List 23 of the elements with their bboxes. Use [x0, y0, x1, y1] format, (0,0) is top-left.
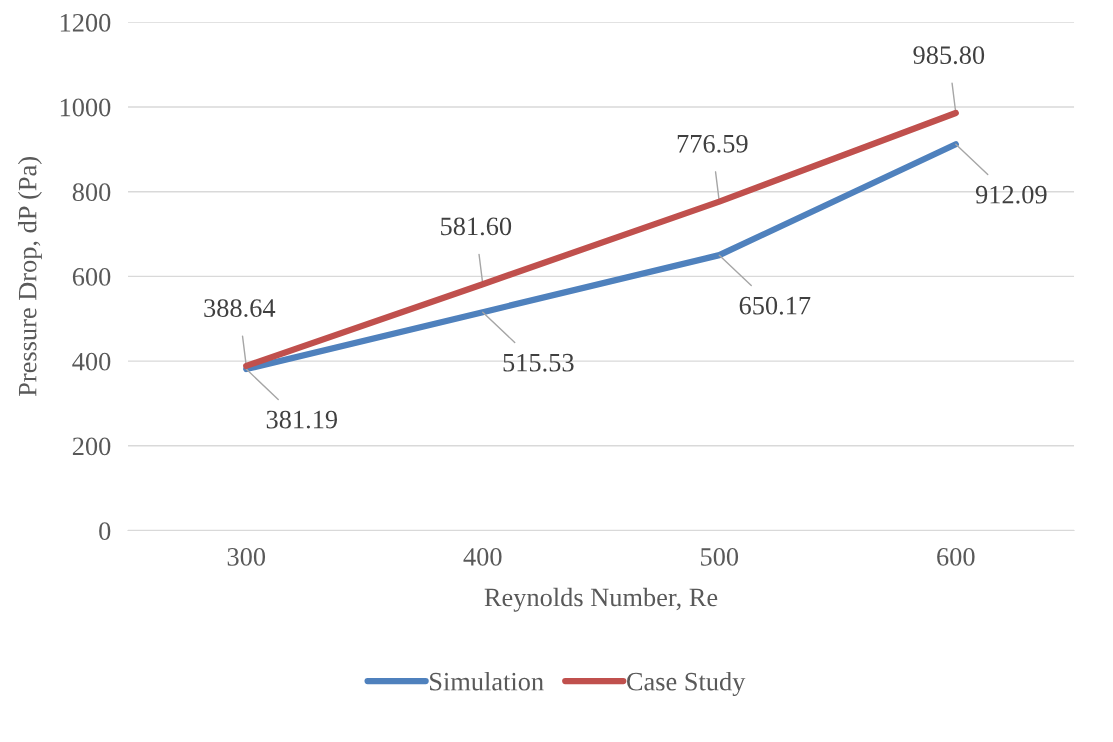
data-label: 381.19	[266, 410, 338, 429]
data-label: 776.59	[677, 134, 748, 153]
y-tick-label: 400	[72, 352, 111, 371]
data-label: 985.80	[913, 46, 985, 65]
y-tick-label: 200	[72, 437, 111, 456]
legend-label: Simulation	[430, 671, 544, 691]
data-label: 581.60	[441, 217, 512, 236]
y-axis-title: Pressure Drop, dP (Pa)	[17, 157, 42, 397]
y-tick-label: 1000	[60, 98, 111, 117]
data-label: 912.09	[975, 185, 1047, 204]
x-tick-label: 300	[227, 547, 266, 566]
y-tick-label: 0	[99, 522, 111, 540]
y-tick-label: 600	[72, 268, 111, 286]
x-tick-label: 500	[701, 547, 739, 566]
data-label: 388.64	[204, 299, 276, 318]
legend-label: Case Study	[627, 671, 746, 696]
y-tick-label: 1200	[60, 13, 111, 32]
data-label: 515.53	[503, 353, 574, 372]
x-axis-title: Reynolds Number, Re	[484, 587, 718, 612]
y-tick-label: 800	[72, 183, 111, 202]
data-label: 650.17	[739, 296, 811, 315]
x-tick-label: 400	[463, 547, 502, 566]
x-tick-label: 600	[937, 547, 975, 566]
